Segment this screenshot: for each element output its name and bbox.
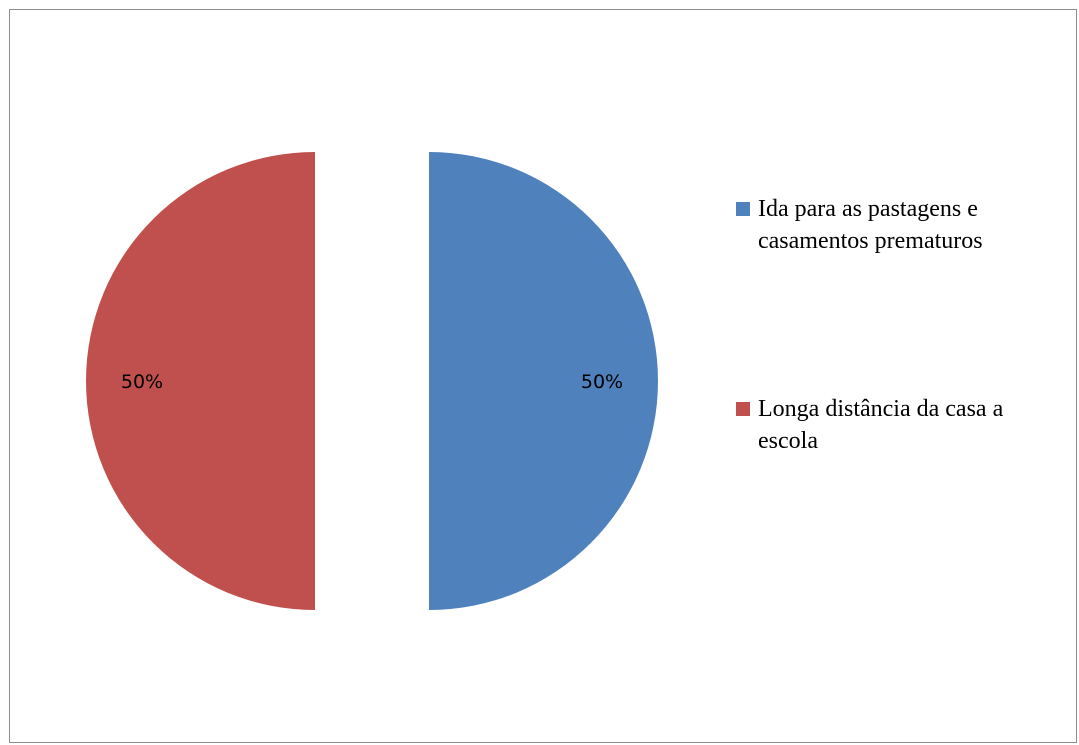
data-label-1: 50% (121, 371, 163, 393)
legend-item-1: Longa distância da casa a escola (736, 393, 1066, 457)
data-label-0: 50% (581, 371, 623, 393)
legend-item-0: Ida para as pastagens e casamentos prema… (736, 193, 1066, 257)
legend-swatch-1 (736, 402, 750, 416)
pie-chart: 50% 50% (86, 152, 658, 610)
legend-swatch-0 (736, 202, 750, 216)
pie-slice-0 (429, 152, 658, 610)
chart-area: 50% 50% Ida para as pastagens e casamento… (9, 9, 1077, 743)
legend-label-0: Ida para as pastagens e casamentos prema… (758, 196, 983, 254)
legend: Ida para as pastagens e casamentos prema… (736, 193, 1066, 457)
legend-label-1: Longa distância da casa a escola (758, 396, 1004, 454)
pie-slice-1 (86, 152, 315, 610)
